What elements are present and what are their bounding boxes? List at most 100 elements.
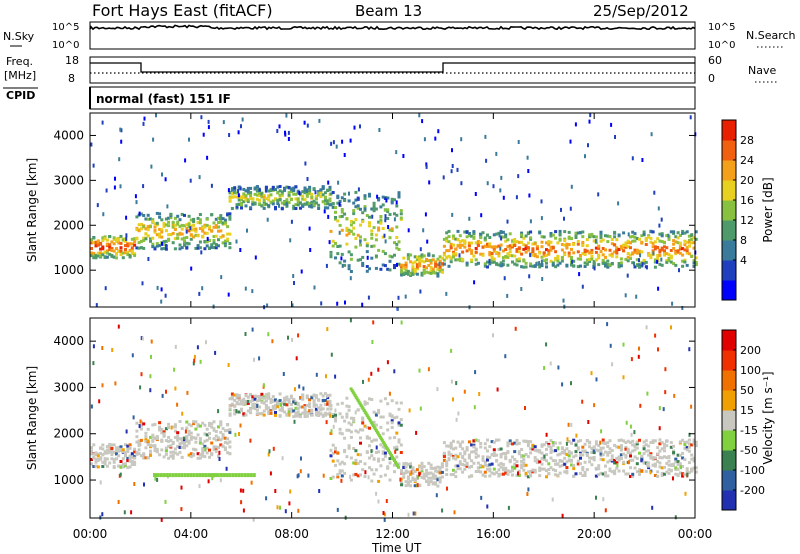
power-cell: [520, 252, 524, 256]
velocity-noise-cell: [412, 511, 415, 516]
velocity-cell: [667, 455, 671, 459]
velocity-cell: [399, 423, 403, 427]
power-cell: [329, 192, 333, 196]
velocity-cell: [303, 415, 307, 418]
power-cell: [308, 204, 312, 208]
power-cell: [442, 258, 446, 262]
power-cell: [463, 239, 467, 243]
velocity-cell: [192, 447, 196, 451]
power-cell: [249, 191, 253, 195]
power-cell: [663, 241, 666, 245]
velocity-cell: [212, 420, 216, 424]
power-cell: [112, 255, 116, 259]
power-cell: [576, 250, 580, 254]
velocity-cell: [381, 440, 385, 444]
power-cell: [201, 235, 205, 239]
power-cell: [517, 257, 521, 261]
velocity-cell: [635, 462, 639, 466]
power-noise-cell: [155, 113, 157, 118]
velocity-cell: [427, 461, 431, 465]
power-cell: [317, 193, 321, 197]
power-cell: [436, 267, 440, 271]
power-cell: [117, 241, 121, 245]
power-cell: [117, 238, 121, 242]
velocity-cell: [124, 450, 127, 454]
velocity-cell: [479, 470, 483, 474]
velocity-cell: [656, 470, 660, 474]
velocity-cell: [458, 467, 462, 471]
velocity-cell: [185, 440, 189, 443]
velocity-cell: [289, 403, 293, 406]
power-cell: [334, 206, 337, 210]
velocity-cell: [115, 452, 118, 456]
power-cell: [185, 223, 189, 227]
power-cell: [258, 194, 262, 197]
power-cell: [340, 208, 344, 211]
velocity-cell: [212, 445, 216, 449]
power-cell: [185, 226, 189, 230]
power-cell: [278, 185, 282, 188]
power-cell: [581, 230, 585, 234]
power-cell: [96, 240, 100, 244]
power-cell: [276, 202, 280, 206]
power-cell: [142, 236, 146, 240]
power-noise-cell: [395, 150, 398, 155]
velocity-noise-cell: [150, 354, 152, 359]
power-cell: [672, 239, 676, 243]
power-noise-cell: [495, 151, 498, 156]
velocity-cell: [338, 462, 342, 466]
velocity-cell: [159, 473, 163, 478]
velocity-noise-cell: [664, 367, 667, 372]
power-cell: [411, 272, 415, 276]
power-cell: [551, 233, 555, 237]
power-cell: [542, 251, 546, 255]
power-cell: [128, 248, 132, 252]
velocity-cell: [110, 453, 114, 457]
power-cell: [554, 250, 558, 254]
power-cell: [522, 258, 526, 262]
power-cell: [338, 199, 342, 203]
power-cell: [635, 264, 639, 267]
power-cell: [370, 256, 374, 260]
velocity-cell: [563, 462, 567, 466]
power-noise-cell: [562, 298, 565, 303]
power-cell: [214, 234, 218, 238]
power-noise-cell: [593, 266, 596, 271]
velocity-cell: [251, 402, 255, 406]
power-cell: [126, 253, 130, 257]
power-cell: [411, 265, 415, 269]
velocity-cell: [115, 450, 118, 453]
power-cell: [665, 246, 669, 250]
power-noise-cell: [639, 253, 642, 258]
velocity-cell: [222, 473, 226, 478]
velocity-cell: [597, 473, 601, 477]
velocity-cell: [640, 469, 644, 473]
velocity-cell: [171, 453, 175, 457]
power-cell: [549, 245, 553, 249]
power-cell: [294, 197, 298, 201]
velocity-cell: [676, 453, 680, 457]
velocity-noise-cell: [382, 511, 385, 515]
power-noise-cell: [594, 239, 597, 244]
velocity-cell: [283, 400, 287, 403]
velocity-cell: [508, 439, 512, 443]
velocity-cell: [594, 474, 598, 478]
power-cell: [292, 186, 296, 190]
power-noise-cell: [460, 137, 463, 142]
velocity-cell: [135, 451, 139, 455]
power-cell: [144, 237, 148, 241]
power-cell: [622, 245, 626, 249]
power-cell: [370, 236, 374, 240]
power-cell: [476, 243, 480, 247]
power-cell: [458, 243, 462, 247]
power-cell: [390, 227, 394, 231]
power-cell: [517, 259, 521, 263]
velocity-cell: [214, 430, 218, 433]
power-cell: [513, 254, 517, 258]
power-noise-cell: [624, 293, 627, 298]
velocity-cell: [492, 440, 496, 444]
velocity-noise-cell: [371, 340, 374, 344]
velocity-cell: [590, 450, 594, 454]
power-cell: [103, 250, 107, 254]
velocity-cell: [522, 458, 526, 462]
